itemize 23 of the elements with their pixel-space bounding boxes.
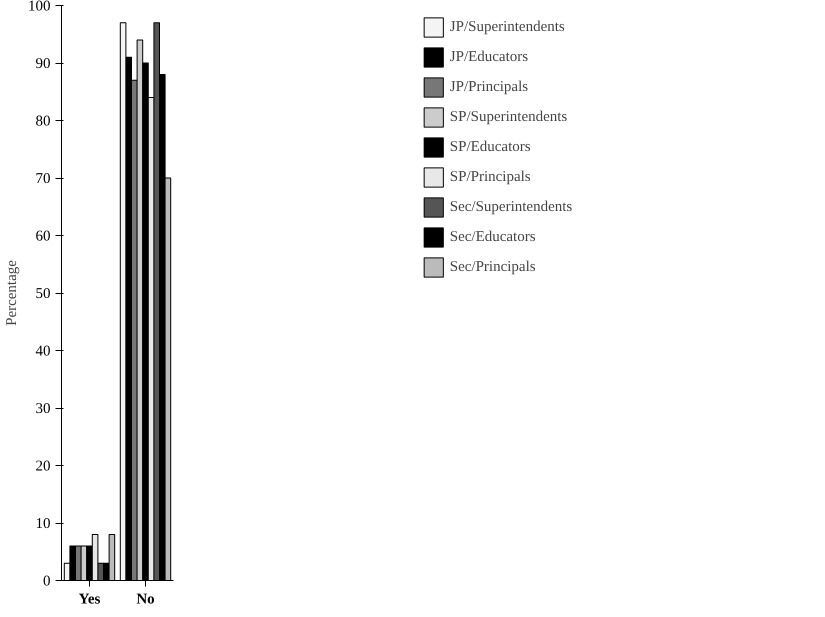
legend-label: Sec/Superintendents: [450, 198, 572, 216]
legend-label: Sec/Educators: [450, 228, 536, 246]
y-axis-title: Percentage: [4, 260, 20, 326]
y-tick-label: 90: [36, 56, 50, 72]
x-tick-label: Yes: [78, 592, 100, 608]
legend-label: SP/Principals: [450, 168, 531, 186]
y-tick-label: 100: [28, 0, 50, 14]
x-tick-label: No: [136, 592, 155, 608]
y-tick-label: 30: [36, 401, 50, 417]
legend-label: SP/Superintendents: [450, 108, 568, 126]
y-tick-label: 50: [36, 286, 50, 302]
legend-label: JP/Educators: [450, 48, 528, 66]
y-tick-label: 70: [36, 171, 50, 187]
legend-label: JP/Principals: [450, 78, 528, 96]
y-tick-label: 80: [36, 114, 50, 130]
y-tick-label: 40: [36, 344, 50, 360]
y-tick-label: 10: [36, 516, 50, 532]
y-tick-label: 20: [36, 458, 50, 474]
y-tick-label: 60: [36, 228, 50, 244]
legend-label: SP/Educators: [450, 138, 531, 156]
legend-label: Sec/Principals: [450, 258, 536, 276]
legend-label: JP/Superintendents: [450, 18, 565, 36]
y-tick-label: 0: [43, 574, 50, 590]
